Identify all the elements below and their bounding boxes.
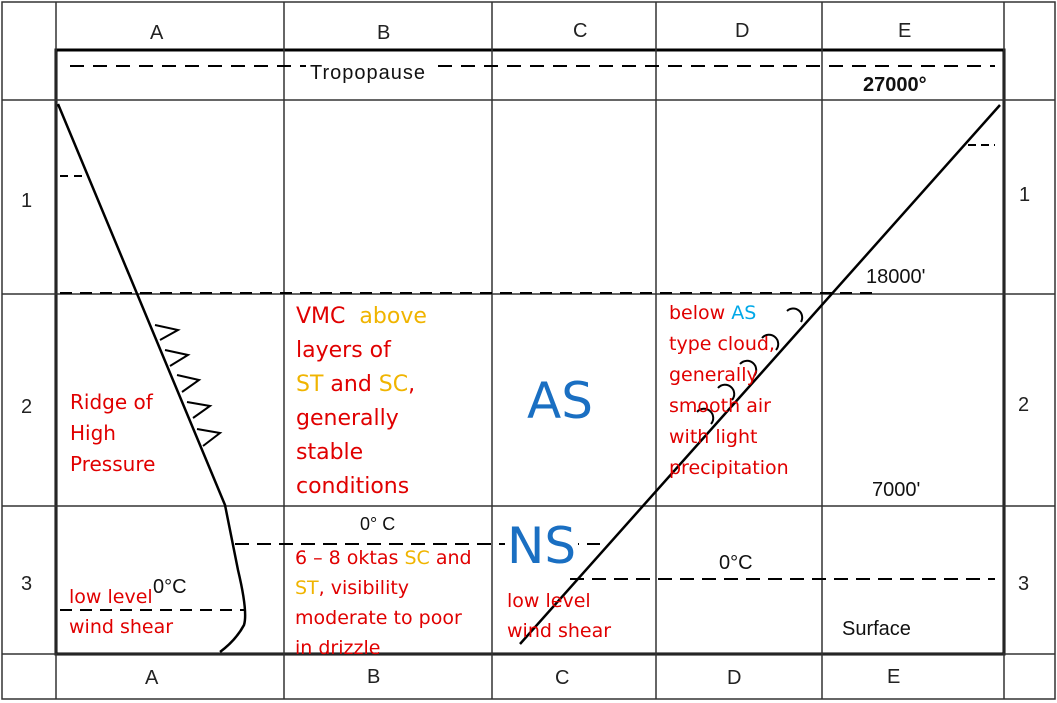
altitude-top-label: 27000° <box>863 74 927 96</box>
llws-note-a: low level wind shear <box>69 586 174 638</box>
row-label-right-1: 1 <box>1019 184 1031 206</box>
col-label-top-e: E <box>898 20 912 42</box>
col-label-top-a: A <box>150 22 164 44</box>
vmc-note: VMC above layers of ST and SC, generally… <box>296 304 427 499</box>
column-gridlines <box>55 2 1005 699</box>
ridge-note: Ridge of High Pressure <box>70 390 156 476</box>
row-label-left-3: 3 <box>21 573 33 595</box>
freezing-label-b: 0° C <box>360 514 396 534</box>
row-label-right-3: 3 <box>1018 573 1030 595</box>
col-label-bottom-b: B <box>367 666 381 688</box>
row-label-left-1: 1 <box>21 190 33 212</box>
col-label-top-d: D <box>735 20 750 42</box>
cold-front-line <box>56 103 247 653</box>
col-label-top-c: C <box>573 20 588 42</box>
row-label-right-2: 2 <box>1018 394 1030 416</box>
oktas-note: 6 – 8 oktas SC and ST, visibility modera… <box>295 547 472 659</box>
warm-front-line <box>519 104 1001 645</box>
cloud-ns-label: NS <box>505 517 579 575</box>
altitude-low-label: 7000' <box>872 479 921 501</box>
llws-note-c: low level wind shear <box>507 590 612 642</box>
col-label-bottom-c: C <box>555 667 570 689</box>
row-label-left-2: 2 <box>21 396 33 418</box>
surface-label: Surface <box>842 618 911 640</box>
col-label-bottom-e: E <box>887 666 901 688</box>
cold-front-triangles <box>154 324 223 447</box>
tropopause-label: Tropopause <box>306 62 430 85</box>
freezing-label-a: 0°C <box>153 576 187 598</box>
freezing-label-d: 0°C <box>719 552 753 574</box>
col-label-bottom-a: A <box>145 667 159 689</box>
warm-front-semicircles <box>696 307 804 425</box>
cloud-as-label: AS <box>527 372 593 430</box>
col-label-top-b: B <box>377 22 391 44</box>
altitude-mid-label: 18000' <box>866 266 926 288</box>
below-as-note: below AS type cloud, generally smooth ai… <box>669 302 789 479</box>
col-label-bottom-d: D <box>727 667 742 689</box>
